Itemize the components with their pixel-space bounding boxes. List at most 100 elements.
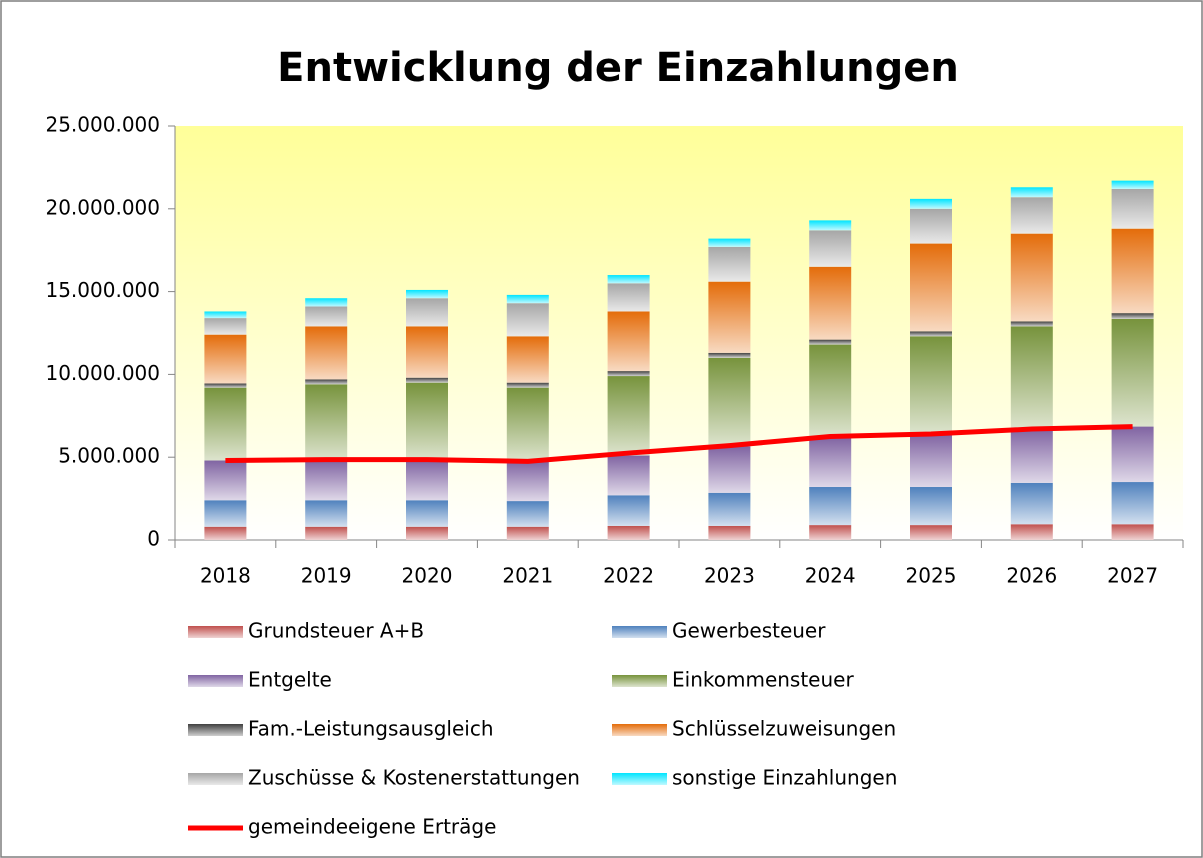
- x-tick-label: 2024: [805, 564, 856, 588]
- bar-segment: [809, 344, 852, 438]
- bar-segment: [910, 198, 952, 209]
- bar-segment: [607, 495, 650, 526]
- bar-segment: [910, 525, 952, 540]
- bar-segment: [506, 336, 549, 383]
- bar-segment: [910, 331, 952, 337]
- bar-segment: [708, 352, 751, 358]
- bar-segment: [1111, 426, 1154, 483]
- x-tick-label: 2018: [200, 564, 251, 588]
- bar-segment: [406, 326, 448, 378]
- bar-segment: [1111, 318, 1154, 427]
- bar-segment: [305, 306, 348, 327]
- bar-segment: [506, 461, 549, 502]
- bar-segment: [506, 382, 549, 388]
- legend-label: Zuschüsse & Kostenerstattungen: [248, 766, 580, 790]
- bar-segment: [708, 246, 751, 282]
- bar-segment: [506, 501, 549, 527]
- bar-segment: [1010, 321, 1053, 327]
- y-tick-label: 5.000.000: [58, 444, 160, 468]
- bar-segment: [708, 525, 751, 540]
- bar-segment: [506, 294, 549, 304]
- bar-segment: [1010, 187, 1053, 198]
- x-tick-label: 2025: [906, 564, 957, 588]
- legend-label: Grundsteuer A+B: [248, 619, 424, 643]
- bar-segment: [506, 526, 549, 540]
- bar-segment: [607, 371, 650, 377]
- x-tick-label: 2019: [301, 564, 352, 588]
- bar-segment: [204, 500, 247, 527]
- legend-swatch: [612, 773, 667, 785]
- x-tick-label: 2022: [603, 564, 654, 588]
- bar-segment: [910, 434, 952, 488]
- legend-label: Entgelte: [248, 668, 332, 692]
- legend-label: gemeindeeigene Erträge: [248, 815, 496, 839]
- bar-segment: [506, 303, 549, 337]
- bar-segment: [708, 357, 751, 447]
- bar-segment: [809, 437, 852, 488]
- bar-segment: [1010, 482, 1053, 525]
- bar-segment: [607, 376, 650, 456]
- bar-segment: [607, 525, 650, 540]
- bar-segment: [204, 383, 247, 388]
- bar-segment: [204, 318, 247, 335]
- x-tick-label: 2021: [502, 564, 553, 588]
- legend-swatch: [612, 724, 667, 736]
- line-series: [225, 424, 1133, 464]
- bar-segment: [1111, 313, 1154, 319]
- x-tick-label: 2026: [1006, 564, 1057, 588]
- y-tick-label: 20.000.000: [45, 195, 160, 219]
- bar-segment: [1010, 524, 1053, 540]
- bar-segment: [607, 311, 650, 372]
- legend-swatch: [188, 626, 243, 638]
- bar-segment: [809, 230, 852, 267]
- bar-segment: [1010, 197, 1053, 234]
- bar-segment: [910, 243, 952, 332]
- legend-label: Gewerbesteuer: [672, 619, 826, 643]
- bar-segment: [406, 289, 448, 299]
- y-tick-label: 10.000.000: [45, 361, 160, 385]
- bar-segment: [406, 500, 448, 527]
- bar-segment: [406, 526, 448, 540]
- bar-segment: [1111, 228, 1154, 314]
- bar-segment: [305, 460, 348, 501]
- legend-swatch: [188, 675, 243, 687]
- bar-segment: [305, 298, 348, 307]
- bar-segment: [708, 238, 751, 247]
- bar-segment: [305, 384, 348, 461]
- bar-segment: [305, 500, 348, 527]
- bar-segment: [1010, 233, 1053, 322]
- bar-segment: [607, 283, 650, 312]
- bar-segment: [406, 460, 448, 501]
- bar-segment: [406, 382, 448, 461]
- bar-segment: [708, 492, 751, 526]
- bar-segment: [204, 334, 247, 384]
- bar-segment: [1111, 180, 1154, 189]
- x-tick-label: 2020: [402, 564, 453, 588]
- bar-segment: [406, 377, 448, 383]
- bar-segment: [406, 298, 448, 327]
- legend-label: Einkommensteuer: [672, 668, 854, 692]
- legend-swatch: [612, 626, 667, 638]
- legend-label: sonstige Einzahlungen: [672, 766, 897, 790]
- bar-segment: [305, 526, 348, 540]
- bar-segment: [305, 379, 348, 385]
- bar-segment: [1010, 429, 1053, 483]
- legend-swatch: [188, 773, 243, 785]
- bar-segment: [506, 387, 549, 462]
- bar-segment: [204, 460, 247, 501]
- legend-label: Fam.-Leistungsausgleich: [248, 717, 494, 741]
- bar-segment: [809, 525, 852, 540]
- bar-segment: [1111, 482, 1154, 525]
- legend-label: Schlüsselzuweisungen: [672, 717, 896, 741]
- x-tick-label: 2023: [704, 564, 755, 588]
- chart-title: Entwicklung der Einzahlungen: [277, 45, 959, 91]
- legend-swatch: [612, 675, 667, 687]
- bar-segment: [607, 455, 650, 496]
- bar-segment: [204, 311, 247, 319]
- y-tick-label: 25.000.000: [45, 113, 160, 137]
- y-tick-label: 15.000.000: [45, 278, 160, 302]
- bar-segment: [1010, 326, 1053, 430]
- bar-segment: [1111, 188, 1154, 229]
- bar-segment: [809, 339, 852, 345]
